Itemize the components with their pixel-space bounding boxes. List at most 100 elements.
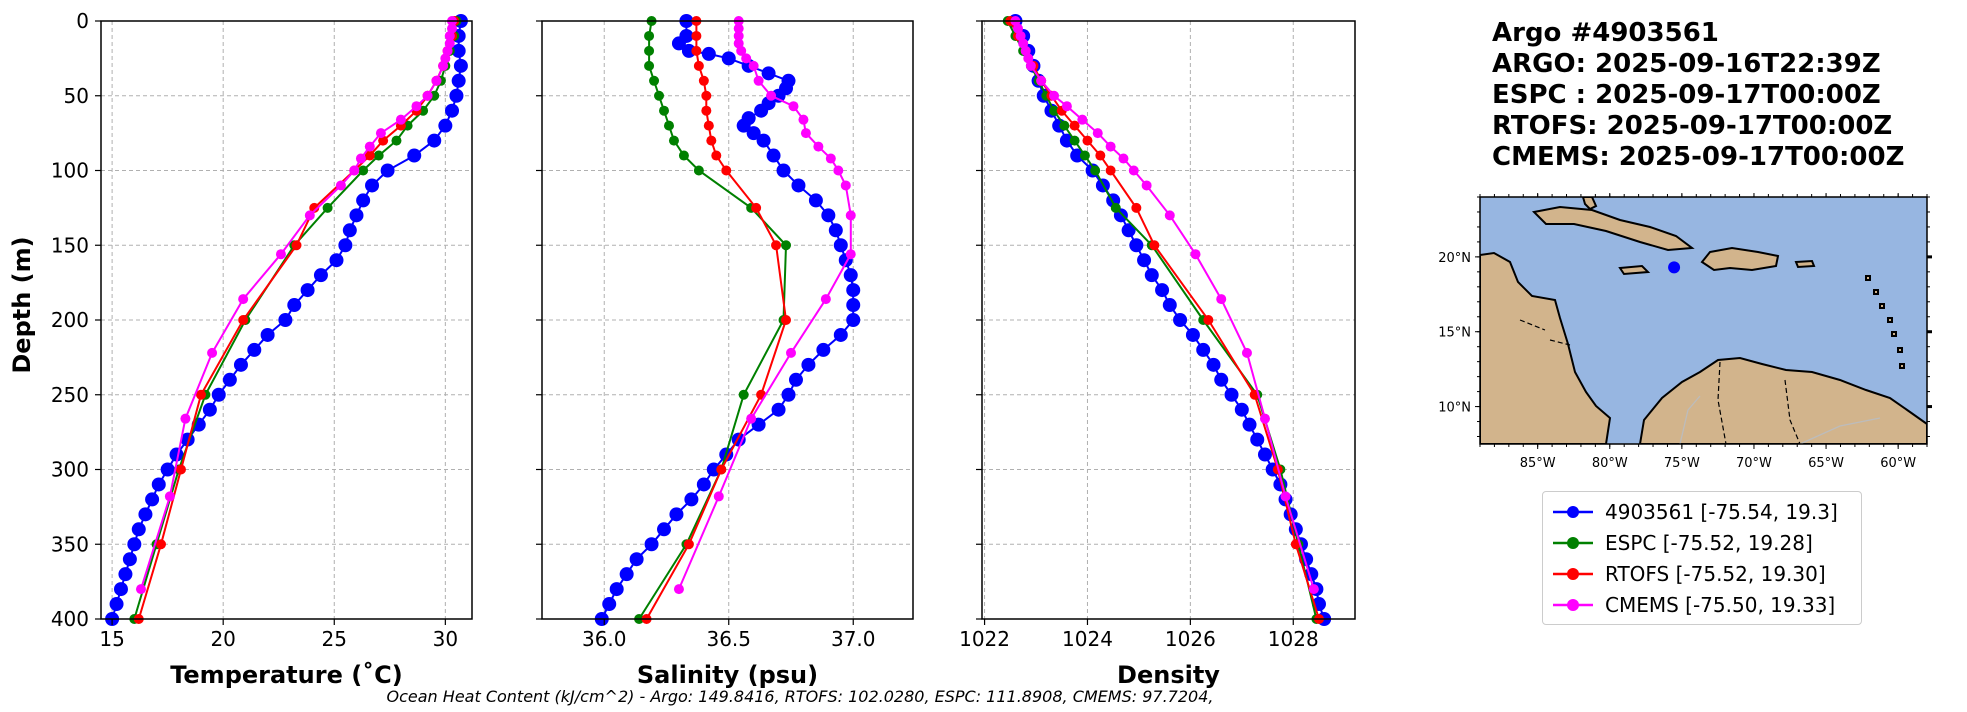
- data-point-cmems: [1308, 584, 1319, 595]
- data-point-cmems: [825, 153, 836, 164]
- data-point-argo: [1162, 298, 1177, 313]
- data-point-rtofs: [691, 45, 702, 56]
- data-point-cmems: [364, 141, 375, 152]
- data-point-rtofs: [781, 315, 792, 325]
- profile-panel-1: 15 20 25 30050100150200250300350400Temperat…: [51, 9, 473, 689]
- series-argo: [1008, 14, 1332, 626]
- data-point-espc: [1069, 135, 1080, 146]
- data-point-cmems: [820, 294, 831, 305]
- data-point-argo: [451, 43, 466, 58]
- data-point-argo: [629, 552, 644, 567]
- data-point-argo: [380, 163, 395, 178]
- data-point-argo: [846, 313, 861, 327]
- data-point-cmems: [1241, 347, 1252, 358]
- data-point-argo: [846, 283, 861, 298]
- data-point-rtofs: [751, 202, 762, 213]
- map-border-3: [1717, 361, 1727, 444]
- map-ticks: 85°W 80°W 75°W 70°W 65°W 60°W 20°N 15°N 10°N: [1438, 193, 1932, 471]
- data-point-espc: [678, 150, 689, 161]
- data-point-argo: [233, 357, 248, 372]
- data-point-argo: [671, 36, 686, 51]
- data-point-argo: [451, 73, 466, 88]
- data-point-rtofs: [716, 464, 727, 475]
- legend-symbol-espc: [1553, 536, 1593, 549]
- data-point-argo: [619, 567, 634, 582]
- data-point-cmems: [785, 347, 796, 358]
- legend-item-rtofs: RTOFS [-75.52, 19.30]: [1551, 558, 1853, 589]
- data-point-cmems: [1061, 101, 1072, 112]
- data-point-argo: [721, 51, 736, 66]
- data-point-argo: [669, 507, 684, 522]
- x-axis-label: Temperature (˚C): [170, 661, 403, 689]
- x-tick-label: 36.5: [706, 627, 751, 651]
- data-point-argo: [260, 327, 275, 342]
- data-point-cmems: [1141, 180, 1152, 191]
- data-point-argo: [701, 46, 716, 61]
- y-tick-label: 50: [64, 84, 89, 108]
- data-point-cmems: [275, 249, 286, 260]
- data-point-argo: [138, 507, 153, 522]
- data-point-cmems: [395, 114, 406, 125]
- data-point-cmems: [355, 153, 366, 164]
- data-point-cmems: [733, 23, 744, 34]
- data-point-cmems: [164, 491, 175, 502]
- data-point-argo: [1173, 313, 1188, 327]
- data-point-argo: [833, 327, 848, 342]
- data-point-cmems: [845, 249, 856, 260]
- data-point-argo: [791, 178, 806, 193]
- data-point-cmems: [800, 128, 811, 139]
- map-lat-label: 15°N: [1438, 326, 1471, 341]
- data-point-cmems: [411, 101, 422, 112]
- map-river-2: [1799, 417, 1881, 444]
- data-point-cmems: [1049, 90, 1060, 101]
- data-point-cmems: [375, 128, 386, 139]
- data-point-argo: [278, 313, 293, 327]
- data-point-argo: [833, 238, 848, 253]
- title-argo-time: ARGO: 2025-09-16T22:39Z: [1492, 49, 1881, 79]
- x-tick-label: 30: [433, 627, 458, 651]
- x-tick-label: 15: [99, 627, 124, 651]
- data-point-espc: [668, 135, 679, 146]
- data-point-argo: [1070, 148, 1085, 163]
- data-point-argo: [684, 492, 699, 507]
- title-argo-id: Argo #4903561: [1492, 18, 1719, 48]
- data-point-argo: [356, 193, 371, 208]
- data-point-argo: [754, 103, 769, 118]
- data-point-rtofs: [309, 202, 320, 213]
- data-point-cmems: [713, 491, 724, 502]
- data-point-cmems: [1077, 114, 1088, 125]
- data-point-rtofs: [698, 75, 709, 86]
- data-point-cmems: [1105, 141, 1116, 152]
- data-point-argo: [746, 126, 761, 141]
- data-point-cmems: [438, 60, 449, 71]
- y-tick-label: 400: [51, 607, 89, 631]
- map-land-hispaniola: [1700, 246, 1780, 272]
- data-point-argo: [761, 66, 776, 81]
- legend-item-argo: 4903561 [-75.54, 19.3]: [1551, 496, 1853, 527]
- legend-marker: [1567, 598, 1579, 611]
- legend-label: 4903561 [-75.54, 19.3]: [1605, 499, 1838, 524]
- data-point-rtofs: [721, 165, 732, 176]
- series-cmems: [673, 16, 856, 595]
- data-point-cmems: [1190, 249, 1201, 260]
- argo-location-marker: [1668, 261, 1681, 274]
- location-map: 85°W 80°W 75°W 70°W 65°W 60°W 20°N 15°N 10°N: [1438, 193, 1932, 471]
- data-point-argo: [453, 58, 468, 73]
- data-point-espc: [781, 240, 792, 251]
- legend-symbol-rtofs: [1553, 567, 1593, 580]
- data-point-espc: [663, 120, 674, 131]
- data-point-argo: [109, 597, 124, 612]
- title-rtofs-time: RTOFS: 2025-09-17T00:00Z: [1492, 111, 1893, 141]
- title-espc-time: ESPC : 2025-09-17T00:00Z: [1492, 80, 1881, 110]
- data-point-cmems: [753, 75, 764, 86]
- data-point-cmems: [673, 584, 684, 595]
- data-point-argo: [427, 133, 442, 148]
- data-point-argo: [118, 567, 133, 582]
- data-point-cmems: [1164, 210, 1175, 221]
- data-point-cmems: [431, 75, 442, 86]
- data-point-rtofs: [703, 120, 714, 131]
- data-point-cmems: [1092, 128, 1103, 139]
- ocean-heat-content-footer: Ocean Heat Content (kJ/cm^2) - Argo: 149…: [387, 687, 1214, 706]
- data-point-rtofs: [1149, 240, 1160, 251]
- data-point-espc: [1079, 150, 1090, 161]
